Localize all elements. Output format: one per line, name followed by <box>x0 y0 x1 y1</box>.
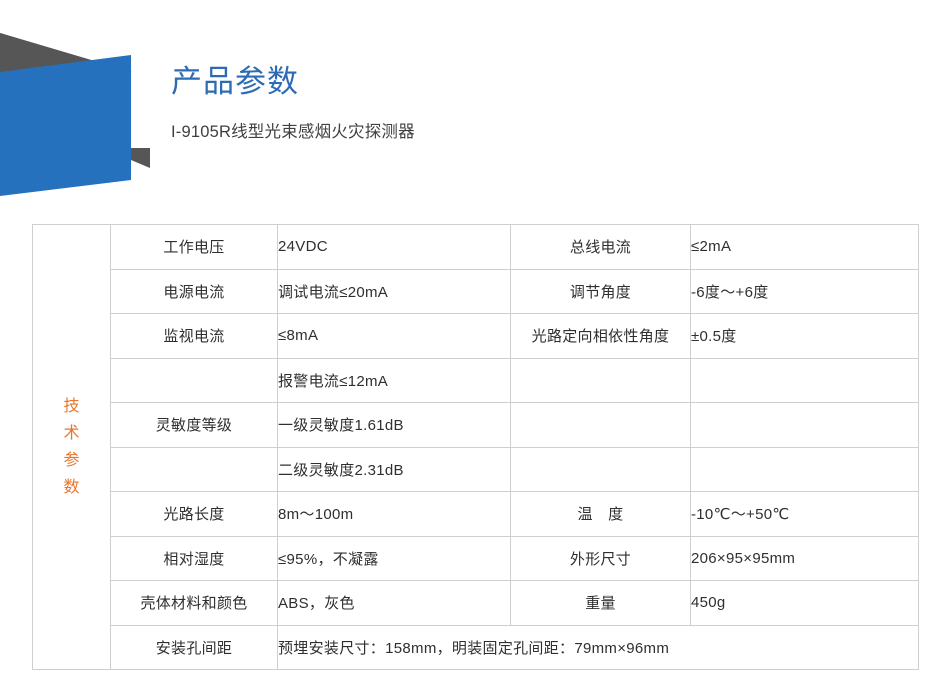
spec-value: -6度～+6度 <box>690 268 919 314</box>
spec-value: ≤8mA <box>277 313 511 359</box>
table-row: 安装孔间距 预埋安装尺寸：158mm，明装固定孔间距：79mm×96mm <box>33 624 919 670</box>
spec-label <box>510 357 691 403</box>
spec-label <box>510 446 691 492</box>
spec-value <box>690 402 919 448</box>
spec-table-container: 技 术 参 数 工作电压 24VDC 总线电流 ≤2mA 电源电流 调试电流≤2… <box>32 224 919 670</box>
ribbon-logo <box>0 0 150 215</box>
spec-value <box>690 446 919 492</box>
spec-label: 安装孔间距 <box>110 624 278 670</box>
spec-value: ABS，灰色 <box>277 580 511 626</box>
spec-label <box>110 357 278 403</box>
spec-value: 一级灵敏度1.61dB <box>277 402 511 448</box>
spec-label: 温 度 <box>510 491 691 537</box>
spec-value: ≤2mA <box>690 224 919 270</box>
spec-value <box>690 357 919 403</box>
spec-value: 450g <box>690 580 919 626</box>
page-title: 产品参数 <box>171 64 299 99</box>
spec-value: 24VDC <box>277 224 511 270</box>
spec-label: 灵敏度等级 <box>110 402 278 448</box>
spec-label: 总线电流 <box>510 224 691 270</box>
spec-table: 技 术 参 数 工作电压 24VDC 总线电流 ≤2mA 电源电流 调试电流≤2… <box>32 224 919 670</box>
spec-label: 工作电压 <box>110 224 278 270</box>
spec-value: -10℃～+50℃ <box>690 491 919 537</box>
spec-value: 206×95×95mm <box>690 535 919 581</box>
spec-label: 调节角度 <box>510 268 691 314</box>
spec-value: ±0.5度 <box>690 313 919 359</box>
table-row: 光路长度 8m～100m 温 度 -10℃～+50℃ <box>33 491 919 537</box>
table-row: 电源电流 调试电流≤20mA 调节角度 -6度～+6度 <box>33 268 919 314</box>
spec-value: ≤95%，不凝露 <box>277 535 511 581</box>
table-row: 灵敏度等级 一级灵敏度1.61dB <box>33 402 919 448</box>
table-row: 报警电流≤12mA <box>33 357 919 403</box>
spec-label: 电源电流 <box>110 268 278 314</box>
spec-value-wide: 预埋安装尺寸：158mm，明装固定孔间距：79mm×96mm <box>277 624 919 670</box>
spec-label: 相对湿度 <box>110 535 278 581</box>
spec-label: 壳体材料和颜色 <box>110 580 278 626</box>
category-char: 技 <box>63 397 80 415</box>
spec-value: 报警电流≤12mA <box>277 357 511 403</box>
spec-label: 光路长度 <box>110 491 278 537</box>
table-row: 壳体材料和颜色 ABS，灰色 重量 450g <box>33 580 919 626</box>
table-row: 相对湿度 ≤95%，不凝露 外形尺寸 206×95×95mm <box>33 535 919 581</box>
logo-blue-shape <box>0 55 131 196</box>
category-char: 数 <box>63 478 80 496</box>
spec-label <box>510 402 691 448</box>
page-subtitle: I-9105R线型光束感烟火灾探测器 <box>171 123 415 141</box>
spec-value: 二级灵敏度2.31dB <box>277 446 511 492</box>
spec-value: 调试电流≤20mA <box>277 268 511 314</box>
category-vertical-text: 技 术 参 数 <box>33 397 110 496</box>
category-char: 术 <box>63 424 80 442</box>
spec-label: 光路定向相依性角度 <box>510 313 691 359</box>
spec-label: 外形尺寸 <box>510 535 691 581</box>
category-cell: 技 术 参 数 <box>32 224 111 670</box>
spec-label <box>110 446 278 492</box>
table-row: 监视电流 ≤8mA 光路定向相依性角度 ±0.5度 <box>33 313 919 359</box>
category-char: 参 <box>63 451 80 469</box>
page-header: 产品参数 I-9105R线型光束感烟火灾探测器 <box>0 0 950 215</box>
header-text-block: 产品参数 I-9105R线型光束感烟火灾探测器 <box>171 62 811 143</box>
spec-label: 重量 <box>510 580 691 626</box>
logo-white-notch <box>131 160 150 215</box>
spec-value: 8m～100m <box>277 491 511 537</box>
table-row: 二级灵敏度2.31dB <box>33 446 919 492</box>
table-row: 技 术 参 数 工作电压 24VDC 总线电流 ≤2mA <box>32 224 919 670</box>
spec-label: 监视电流 <box>110 313 278 359</box>
